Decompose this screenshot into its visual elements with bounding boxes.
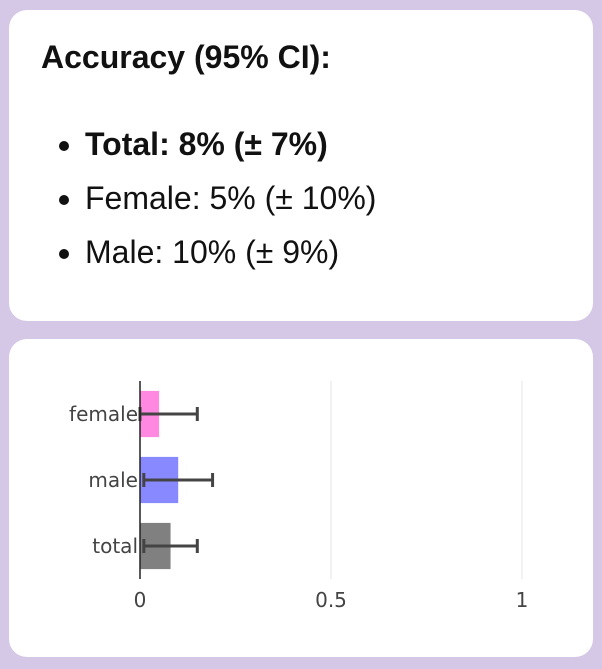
summary-list: Total: 8% (± 7%) Female: 5% (± 10%) Male… [41,117,593,279]
x-tick-label-2: 1 [516,588,529,612]
accuracy-summary-card: Accuracy (95% CI): Total: 8% (± 7%) Fema… [9,10,593,321]
category-label-female: female [69,402,138,426]
summary-item-female: Female: 5% (± 10%) [85,171,593,225]
category-label-male: male [88,468,138,492]
x-tick-label-0: 0 [134,588,147,612]
summary-item-total: Total: 8% (± 7%) [85,117,593,171]
category-label-total: total [92,534,138,558]
summary-title: Accuracy (95% CI): [41,39,331,75]
accuracy-chart-card: female male total 0 0.5 1 [9,339,593,657]
summary-item-male: Male: 10% (± 9%) [85,225,593,279]
accuracy-bar-chart: female male total 0 0.5 1 [69,381,529,612]
x-tick-label-1: 0.5 [315,588,347,612]
